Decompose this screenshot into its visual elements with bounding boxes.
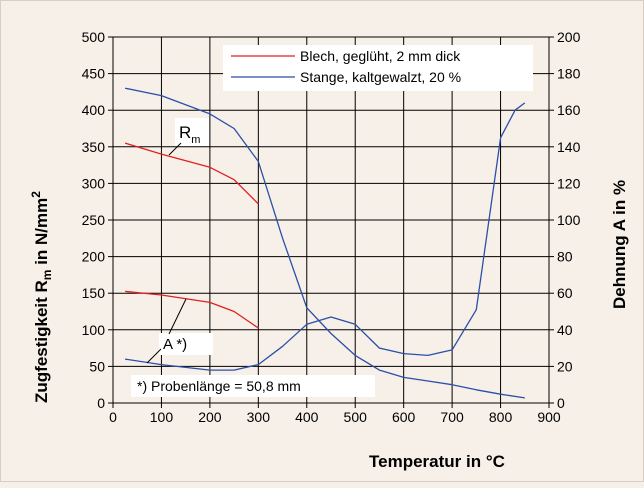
y-left-tick-label: 350	[82, 139, 106, 155]
y-axis-left-title: Zugfestigkeit Rm in N/mm2	[29, 191, 54, 403]
annotation-a: A *)	[146, 298, 213, 364]
footnote-background	[131, 375, 375, 397]
x-tick-label: 700	[440, 409, 464, 425]
legend-background	[223, 45, 533, 91]
footnote-text: *) Probenlänge = 50,8 mm	[137, 378, 301, 394]
x-tick-label: 800	[489, 409, 513, 425]
y-left-tick-label: 50	[89, 358, 105, 374]
y-right-tick-label: 200	[557, 29, 581, 45]
x-tick-label: 900	[537, 409, 561, 425]
y-left-tick-label: 250	[82, 212, 106, 228]
y-left-tick-label: 0	[97, 395, 105, 411]
y-left-tick-label: 400	[82, 102, 106, 118]
x-tick-label: 200	[198, 409, 222, 425]
y-right-tick-label: 20	[557, 358, 573, 374]
y-right-tick-label: 180	[557, 66, 581, 82]
legend: Blech, geglüht, 2 mm dick Stange, kaltge…	[223, 45, 533, 91]
y-right-tick-label: 0	[557, 395, 565, 411]
annotation-rm-background	[175, 118, 209, 146]
y-right-tick-label: 100	[557, 212, 581, 228]
annotation-a-background	[159, 333, 213, 355]
annotation-a-leader-red	[168, 298, 187, 335]
series-line-stange-a	[125, 102, 526, 371]
legend-label-blech: Blech, geglüht, 2 mm dick	[300, 48, 461, 64]
y-right-tick-label: 60	[557, 285, 573, 301]
y-left-tick-label: 300	[82, 175, 106, 191]
x-axis-title: Temperatur in °C	[369, 452, 505, 471]
x-tick-label: 500	[344, 409, 368, 425]
y-left-tick-label: 500	[82, 29, 106, 45]
footnote: *) Probenlänge = 50,8 mm	[131, 375, 375, 397]
y-right-tick-label: 80	[557, 249, 573, 265]
legend-label-stange: Stange, kaltgewalzt, 20 %	[300, 69, 461, 85]
y-left-tick-label: 100	[82, 322, 106, 338]
series-line-stange-rm	[124, 87, 525, 399]
y-left-tick-label: 150	[82, 285, 106, 301]
y-right-tick-label: 160	[557, 102, 581, 118]
axis-ticks: 0 100 200 300 400 500 600 700 800 900050100150200…	[82, 29, 581, 425]
x-tick-label: 0	[109, 409, 117, 425]
y-right-tick-label: 120	[557, 175, 581, 191]
series-lines	[124, 87, 526, 399]
y-left-tick-label: 200	[82, 249, 106, 265]
annotation-rm-label: Rm	[179, 123, 200, 146]
annotation-a-label: A *)	[163, 336, 187, 353]
x-tick-label: 600	[392, 409, 416, 425]
y-left-tick-label: 450	[82, 66, 106, 82]
annotation-rm: Rm	[168, 118, 209, 156]
y-right-tick-label: 140	[557, 139, 581, 155]
y-right-tick-label: 40	[557, 322, 573, 338]
series-line-blech-a	[125, 290, 259, 329]
x-tick-label: 300	[247, 409, 271, 425]
annotation-a-leader-blue	[146, 348, 162, 364]
annotation-rm-leader	[168, 142, 182, 156]
y-axis-right-title: Dehnung A in %	[610, 180, 629, 309]
x-tick-label: 400	[295, 409, 319, 425]
x-tick-label: 100	[150, 409, 174, 425]
series-line-blech-rm	[124, 142, 259, 205]
